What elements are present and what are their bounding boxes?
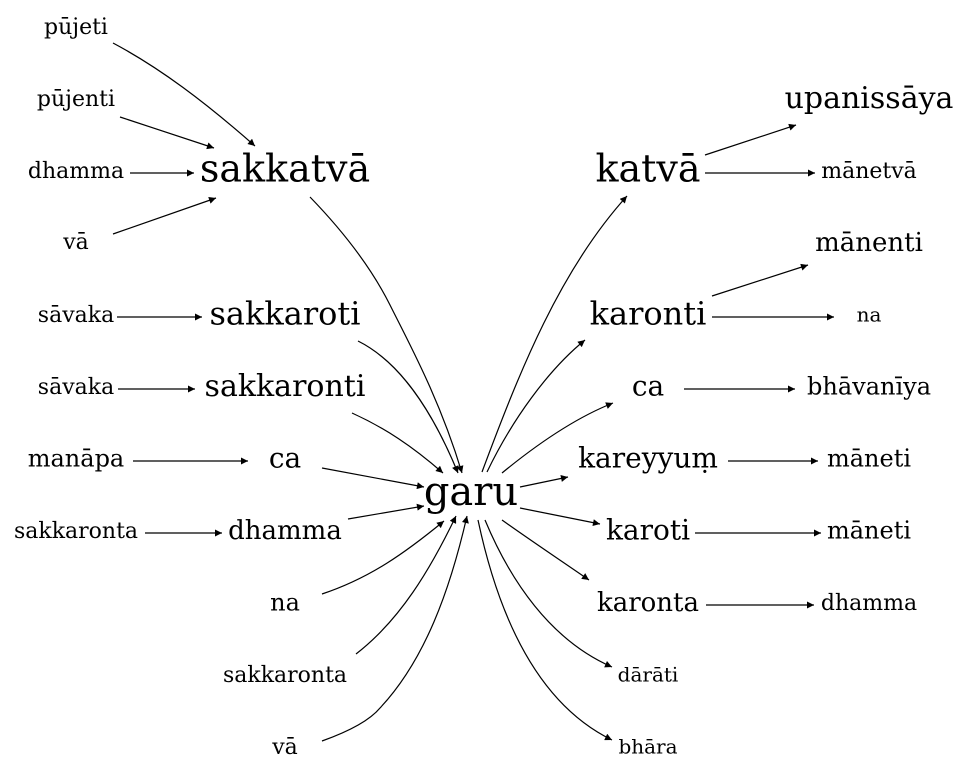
edge-garu-to-kareyyum <box>519 475 569 488</box>
edge-garu-to-bhara <box>477 519 613 741</box>
nodes-layer: pūjeti pūjenti dhamma vā sakkatvā sāvaka sakka… <box>14 15 954 760</box>
edge-sakkaronta_l2-to-garu <box>355 515 457 655</box>
edge-dhamma_l2-to-garu <box>347 503 425 520</box>
edge-karonti-to-manenti <box>711 263 809 297</box>
node-va-l1: vā <box>62 230 89 255</box>
node-karonta: karonta <box>597 588 699 618</box>
node-katva: katvā <box>595 147 700 191</box>
edge-sakkaroti-to-garu <box>357 340 459 474</box>
node-karonti: karonti <box>590 295 707 333</box>
edge-garu-to-katva <box>481 195 628 473</box>
node-maneti1: māneti <box>827 445 911 473</box>
node-manetva: mānetvā <box>821 159 917 184</box>
node-bhavaniya: bhāvanīya <box>807 373 931 401</box>
node-manapa: manāpa <box>28 445 125 473</box>
node-garu: garu <box>424 469 518 515</box>
edge-garu-to-karoti <box>519 507 601 527</box>
node-sakkaroti: sakkaroti <box>209 295 360 333</box>
node-dhamma-r: dhamma <box>821 591 917 616</box>
node-na-l: na <box>270 589 300 617</box>
node-savaka2: sāvaka <box>38 375 114 400</box>
node-upanissaya: upanissāya <box>785 81 954 116</box>
node-sakkaronta-l: sakkaronta <box>14 519 138 544</box>
node-pujenti: pūjenti <box>37 87 115 112</box>
node-ca-l: ca <box>269 442 301 475</box>
node-manenti: mānenti <box>815 228 923 258</box>
node-va-l2: vā <box>271 735 298 760</box>
edge-ca_l-to-garu <box>321 467 425 490</box>
node-darati: dārāti <box>618 663 679 687</box>
edge-na_l-to-garu <box>321 520 445 595</box>
node-pujeti: pūjeti <box>44 15 108 40</box>
node-dhamma-l1: dhamma <box>28 159 124 184</box>
edges-layer <box>112 42 834 742</box>
edge-garu-to-darati <box>484 519 613 668</box>
node-ca-r: ca <box>632 370 664 403</box>
node-sakkaronti: sakkaronti <box>205 369 366 404</box>
edge-pujenti-to-sakkatva <box>119 116 215 150</box>
edge-garu-to-ca_r <box>501 402 614 474</box>
edge-va_l1-to-sakkatva <box>112 197 217 235</box>
node-savaka1: sāvaka <box>38 303 114 328</box>
edge-garu-to-karonta <box>501 519 590 581</box>
node-na-r: na <box>857 303 882 327</box>
edge-katva-to-upanissaya <box>704 123 797 156</box>
node-dhamma-l2: dhamma <box>228 516 342 546</box>
node-sakkaronta-l2: sakkaronta <box>223 663 347 688</box>
node-sakkatva: sakkatvā <box>200 147 370 191</box>
node-kareyyum: kareyyuṃ <box>578 442 718 475</box>
edge-pujeti-to-sakkatva <box>112 42 256 147</box>
node-karoti: karoti <box>606 514 690 547</box>
edge-sakkaronti-to-garu <box>351 412 444 474</box>
node-maneti2: māneti <box>827 517 911 545</box>
edge-garu-to-karonti <box>486 339 586 473</box>
node-bhara: bhāra <box>618 735 677 759</box>
edge-sakkatva-to-garu <box>309 196 464 474</box>
edge-va_l2-to-garu <box>321 515 469 742</box>
